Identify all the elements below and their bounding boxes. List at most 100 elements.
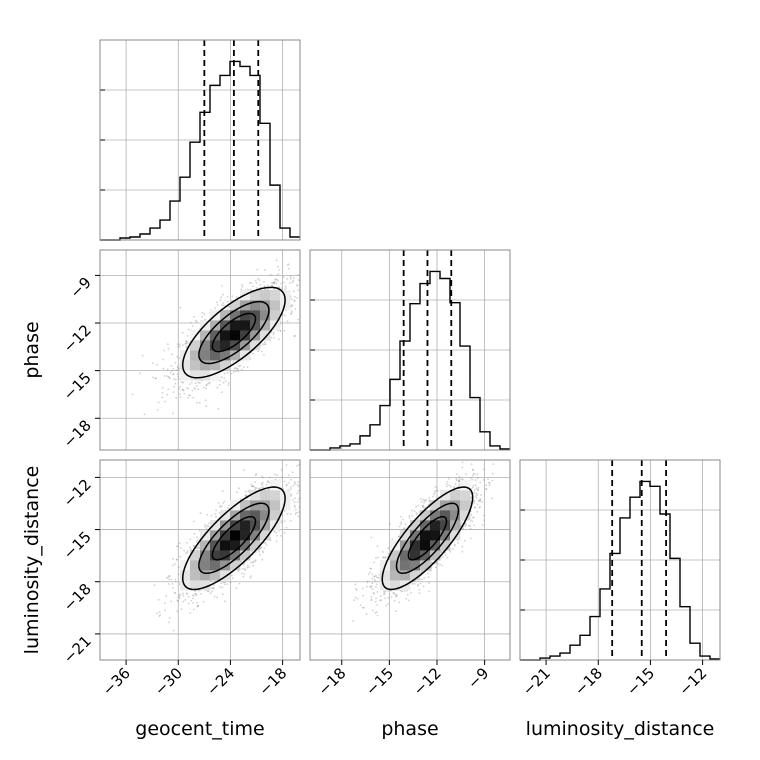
- sample-point: [211, 587, 213, 590]
- density-cell: [200, 370, 211, 381]
- sample-point: [178, 393, 181, 395]
- sample-point: [218, 383, 221, 386]
- sample-point: [275, 259, 278, 262]
- sample-point: [265, 544, 268, 546]
- sample-point: [153, 584, 156, 586]
- sample-point: [265, 483, 268, 486]
- sample-point: [174, 592, 177, 595]
- sample-point: [296, 284, 298, 286]
- sample-point: [189, 612, 192, 614]
- sample-point: [188, 394, 191, 397]
- density-cell: [260, 290, 271, 301]
- histogram-geocent_time: [99, 39, 301, 241]
- density-cell: [200, 340, 211, 351]
- sample-point: [283, 480, 286, 483]
- sample-point: [190, 599, 193, 602]
- sample-point: [270, 274, 273, 276]
- sample-point: [198, 544, 201, 547]
- sample-point: [205, 527, 208, 530]
- sample-point: [243, 573, 246, 575]
- density-cell: [270, 490, 281, 501]
- sample-point: [207, 383, 209, 385]
- sample-point: [222, 581, 225, 584]
- sample-point: [297, 511, 300, 514]
- sample-point: [469, 525, 471, 527]
- sample-point: [228, 504, 230, 507]
- sample-point: [158, 611, 161, 613]
- sample-point: [249, 577, 252, 579]
- sample-point: [220, 376, 223, 379]
- sample-point: [260, 546, 262, 549]
- density-cell: [240, 520, 251, 531]
- sample-point: [222, 381, 225, 384]
- density-cell: [200, 330, 211, 341]
- sample-point: [220, 582, 223, 585]
- density-cell: [220, 510, 231, 521]
- sample-point: [400, 590, 402, 592]
- sample-point: [277, 330, 279, 332]
- density-cell: [270, 480, 281, 491]
- sample-point: [187, 388, 190, 390]
- sample-point: [235, 587, 238, 589]
- sample-point: [264, 542, 267, 544]
- sample-point: [222, 293, 224, 296]
- density-cell: [190, 350, 201, 361]
- scatter-density-luminosity_distance-vs-geocent_time: [99, 459, 301, 661]
- sample-point: [226, 371, 229, 374]
- sample-point: [270, 336, 273, 339]
- sample-point: [283, 520, 286, 522]
- sample-point: [273, 336, 275, 339]
- sample-point: [415, 513, 418, 516]
- sample-point: [271, 284, 273, 287]
- sample-point: [199, 512, 202, 515]
- sample-point: [198, 546, 200, 549]
- sample-point: [424, 498, 427, 501]
- sample-point: [292, 484, 295, 487]
- sample-point: [258, 487, 260, 490]
- sample-point: [283, 531, 286, 534]
- sample-point: [193, 387, 196, 390]
- sample-point: [294, 506, 296, 508]
- sample-point: [249, 282, 251, 284]
- density-cell: [210, 550, 221, 561]
- density-cell: [190, 330, 201, 341]
- sample-point: [170, 578, 173, 581]
- sample-point: [183, 392, 186, 395]
- sample-point: [291, 281, 294, 284]
- density-cell: [250, 300, 261, 311]
- sample-point: [176, 599, 179, 602]
- sample-point: [187, 602, 190, 605]
- sample-point: [235, 296, 238, 298]
- density-cell: [210, 560, 221, 571]
- sample-point: [284, 285, 287, 288]
- sample-point: [292, 279, 295, 282]
- sample-point: [216, 304, 219, 306]
- sample-point: [421, 505, 424, 508]
- density-cell: [250, 340, 261, 351]
- sample-point: [264, 288, 267, 291]
- sample-point: [182, 594, 185, 597]
- density-cell: [220, 530, 231, 541]
- sample-point: [399, 515, 402, 518]
- sample-point: [251, 550, 253, 553]
- sample-point: [240, 498, 242, 501]
- sample-point: [198, 401, 201, 404]
- sample-point: [237, 570, 240, 573]
- density-cell: [210, 320, 221, 331]
- sample-point: [205, 405, 208, 408]
- density-cell: [190, 370, 201, 381]
- sample-point: [189, 538, 192, 541]
- sample-point: [263, 280, 265, 283]
- sample-point: [212, 586, 215, 589]
- sample-point: [193, 532, 196, 535]
- sample-point: [173, 591, 176, 594]
- sample-point: [245, 494, 247, 496]
- sample-point: [286, 320, 289, 323]
- sample-point: [293, 299, 296, 302]
- panel-luminosity_distance-vs-phase: [309, 459, 511, 661]
- sample-point: [178, 566, 180, 569]
- sample-point: [276, 474, 278, 477]
- sample-point: [143, 413, 146, 416]
- sample-point: [170, 600, 173, 603]
